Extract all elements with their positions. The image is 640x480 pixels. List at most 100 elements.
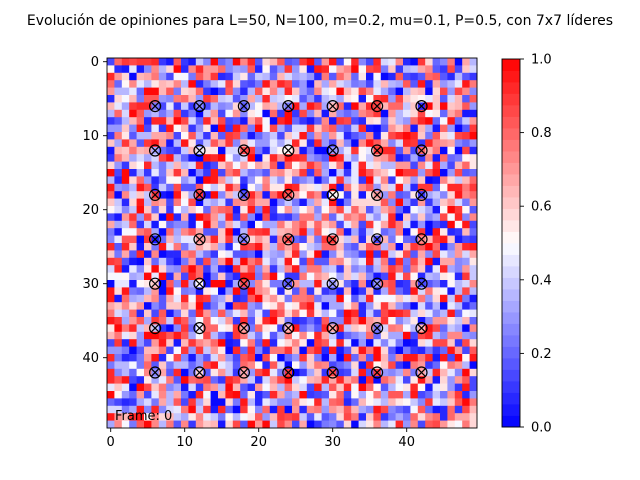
heatmap-cell [136,80,145,88]
heatmap-cell [388,243,396,251]
heatmap-cell [373,220,382,229]
heatmap-cell [136,383,145,392]
heatmap-cell [203,280,211,288]
heatmap-cell [166,405,174,414]
heatmap-cell [210,65,219,74]
heatmap-cell [277,109,285,118]
heatmap-cell [195,154,204,162]
heatmap-cell [262,235,271,244]
heatmap-cell [469,109,478,118]
heatmap-cell [255,354,263,362]
heatmap-cell [469,72,478,81]
heatmap-cell [380,317,389,325]
heatmap-cell [343,272,352,281]
heatmap-cell [329,117,337,125]
heatmap-cell [136,176,145,185]
heatmap-cell [121,154,130,162]
heatmap-cell [403,117,411,125]
heatmap-cell [417,95,426,103]
heatmap-cell [240,317,248,325]
heatmap-cell [247,391,256,399]
heatmap-cell [136,161,145,170]
heatmap-cell [181,309,189,318]
heatmap-cell [232,376,241,384]
heatmap-cell [299,235,308,244]
heatmap-cell [440,287,448,296]
heatmap-cell [188,58,197,66]
heatmap-cell [447,265,456,273]
heatmap-cell [269,146,278,155]
heatmap-cell [158,87,167,96]
leader-marker [371,188,384,201]
heatmap-cell [469,287,478,296]
heatmap-cell [151,117,160,125]
heatmap-cell [129,139,137,148]
heatmap-cell [114,109,123,118]
heatmap-cell [195,176,204,185]
heatmap-cell [218,413,226,421]
heatmap-cell [425,309,433,318]
heatmap-cell [358,102,367,111]
heatmap-cell [218,228,226,236]
heatmap-cell [425,376,433,384]
heatmap-cell [181,220,189,229]
heatmap-cell [195,139,204,148]
heatmap-cell [181,398,189,407]
leader-marker [326,233,339,246]
heatmap-cell [351,420,359,429]
heatmap-cell [373,383,382,392]
heatmap-cell [269,154,278,162]
heatmap-cell [277,413,285,421]
heatmap-cell [321,324,330,333]
heatmap-cell [121,302,130,310]
heatmap-cell [277,169,285,177]
heatmap-cell [269,228,278,236]
heatmap-cell [136,302,145,310]
heatmap-cell [262,265,271,273]
heatmap-cell [136,361,145,370]
heatmap-cell [129,376,137,384]
heatmap-cell [299,176,308,185]
heatmap-cell [380,376,389,384]
heatmap-cell [366,294,374,303]
heatmap-cell [181,183,189,192]
heatmap-cell [195,420,204,429]
heatmap-cell [447,191,456,199]
heatmap-cell [329,272,337,281]
heatmap-cell [277,87,285,96]
heatmap-cell [166,272,174,281]
leader-marker [415,144,428,157]
heatmap-cell [388,102,396,111]
heatmap-cell [284,176,293,185]
heatmap-cell [262,413,271,421]
heatmap-cell [218,139,226,148]
heatmap-cell [166,354,174,362]
heatmap-cell [136,146,145,155]
heatmap-cell [121,161,130,170]
heatmap-cell [380,413,389,421]
heatmap-cell [129,398,137,407]
heatmap-cell [173,154,182,162]
heatmap-cell [136,132,145,140]
heatmap-cell [203,302,211,310]
heatmap-cell [299,361,308,370]
heatmap-cell [351,354,359,362]
heatmap-cell [188,95,197,103]
heatmap-cell [158,346,167,355]
heatmap-cell [262,169,271,177]
heatmap-cell [403,309,411,318]
heatmap-cell [195,243,204,251]
heatmap-cell [129,109,137,118]
heatmap-cell [469,220,478,229]
heatmap-cell [314,368,322,377]
heatmap-cell [107,368,115,377]
heatmap-cell [188,280,197,288]
heatmap-cell [380,65,389,74]
heatmap-cell [373,228,382,236]
heatmap-cell [151,198,160,207]
heatmap-cell [469,146,478,155]
heatmap-cell [329,176,337,185]
heatmap-cell [329,161,337,170]
heatmap-cell [292,124,300,133]
